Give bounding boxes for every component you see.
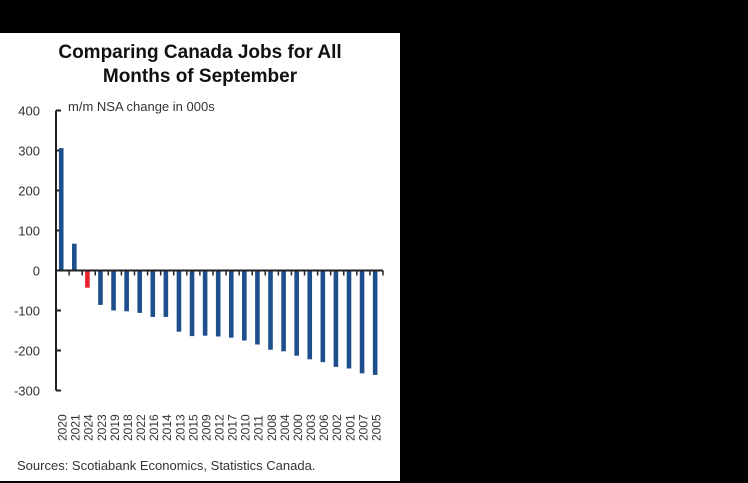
x-tick-label: 2020 [56, 414, 70, 441]
bar-2020 [58, 148, 64, 271]
x-tick-label: 2012 [213, 414, 227, 441]
x-tick-label: 2000 [291, 414, 305, 441]
x-tick-label: 2011 [252, 415, 266, 441]
y-tick-label: 0 [33, 264, 40, 279]
bar-2005 [372, 270, 378, 375]
y-tick-label: 200 [18, 184, 40, 199]
x-tick-label: 2019 [108, 414, 122, 441]
y-tick-label: 100 [18, 224, 40, 239]
bar-2001 [346, 270, 352, 369]
x-tick-label: 2013 [173, 414, 187, 441]
y-tick-label: -300 [14, 384, 40, 399]
bar-2006 [320, 270, 326, 363]
bar-2018 [124, 270, 129, 312]
bar-2021 [72, 243, 77, 271]
bar-2022 [137, 270, 143, 313]
bar-2013 [176, 270, 182, 332]
x-tick-label: 2015 [186, 414, 200, 441]
bar-2019 [111, 270, 116, 311]
bar-2003 [307, 270, 313, 360]
x-tick-label: 2016 [147, 414, 161, 441]
x-tick-label: 2018 [121, 414, 135, 441]
x-tick-label: 2007 [356, 414, 370, 441]
x-tick-label: 2008 [265, 414, 279, 441]
bar-2017 [228, 270, 234, 338]
bar-2014 [163, 270, 169, 317]
y-axis-unit-label: m/m NSA change in 000s [68, 99, 215, 114]
source-note: Sources: Scotiabank Economics, Statistic… [17, 458, 316, 473]
chart-title-line-1: Comparing Canada Jobs for All [58, 42, 342, 63]
bar-2004 [281, 270, 286, 352]
x-tick-label: 2022 [134, 414, 148, 441]
x-tick-label: 2004 [278, 414, 292, 441]
x-tick-label: 2023 [95, 414, 109, 441]
x-tick-label: 2006 [317, 414, 331, 441]
x-tick-label: 2010 [239, 414, 253, 441]
y-tick-label: -100 [14, 304, 40, 319]
bar-2011 [255, 270, 260, 345]
chart-title: Comparing Canada Jobs for All Months of … [0, 41, 400, 89]
x-tick-label: 2017 [226, 414, 240, 441]
y-tick-label: -200 [14, 344, 40, 359]
x-tick-label: 2003 [304, 414, 318, 441]
y-tick-label: 400 [18, 104, 40, 119]
chart-panel: Comparing Canada Jobs for All Months of … [0, 33, 400, 481]
x-tick-label: 2002 [330, 414, 344, 441]
x-tick-label: 2001 [343, 414, 357, 441]
bar-2012 [215, 270, 221, 337]
bar-2023 [98, 270, 103, 305]
bar-2010 [242, 270, 247, 341]
bar-2007 [359, 270, 365, 374]
bar-2009 [202, 270, 208, 336]
bar-2015 [189, 270, 195, 337]
x-tick-label: 2021 [69, 414, 83, 441]
x-tick-label: 2009 [199, 414, 213, 441]
bar-2008 [268, 270, 273, 350]
bar-2002 [333, 270, 339, 367]
chart-title-line-2: Months of September [102, 66, 298, 87]
bar-2000 [294, 270, 299, 356]
x-tick-label: 2024 [82, 414, 96, 441]
bar-2024 [85, 270, 90, 288]
y-tick-label: 300 [18, 144, 40, 159]
bar-2016 [150, 270, 156, 317]
x-tick-label: 2014 [160, 414, 174, 441]
x-tick-label: 2005 [369, 414, 383, 441]
